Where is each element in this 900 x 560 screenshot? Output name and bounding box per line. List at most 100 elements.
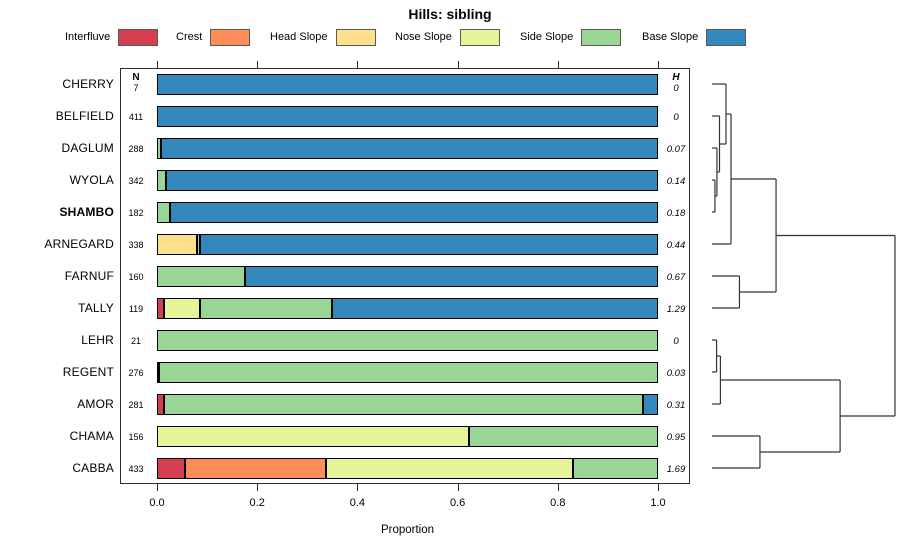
bar-segment-side-slope — [469, 425, 658, 447]
legend-swatch — [210, 28, 251, 46]
n-value: 160 — [128, 272, 144, 282]
x-axis-tick-top — [257, 61, 259, 68]
series-label-daglum: DAGLUM — [61, 141, 114, 155]
bar-daglum — [157, 137, 658, 159]
n-value: 338 — [128, 240, 144, 250]
bar-segment-side-slope — [197, 233, 201, 255]
chart-title: Hills: sibling — [408, 6, 492, 22]
bar-segment-nose-slope — [157, 425, 470, 447]
series-label-arnegard: ARNEGARD — [44, 237, 114, 251]
series-label-amor: AMOR — [77, 397, 114, 411]
bar-segment-side-slope — [159, 361, 658, 383]
h-value: 0.31 — [666, 400, 686, 411]
bar-segment-side-slope — [157, 201, 171, 223]
legend-item-base-slope: Base Slope — [642, 27, 747, 47]
n-value: 119 — [128, 304, 144, 314]
bar-segment-side-slope — [163, 393, 643, 415]
series-label-wyola: WYOLA — [69, 173, 114, 187]
bar-segment-base-slope — [161, 137, 658, 159]
legend-label: Nose Slope — [395, 31, 452, 43]
bar-segment-base-slope — [642, 393, 658, 415]
h-value: 1.69 — [666, 464, 686, 475]
legend-item-interfluve: Interfluve — [65, 27, 159, 47]
bar-segment-interfluve — [157, 457, 186, 479]
bar-segment-head-slope — [157, 233, 198, 255]
bar-segment-side-slope — [200, 297, 333, 319]
series-label-shambo: SHAMBO — [59, 205, 114, 219]
h-value: 0.14 — [666, 176, 686, 187]
n-value: 21 — [130, 336, 141, 346]
n-column-header: N — [132, 72, 140, 83]
series-label-cabba: CABBA — [72, 461, 114, 475]
x-axis-tick — [257, 484, 259, 491]
bar-segment-base-slope — [166, 169, 658, 191]
series-label-regent: REGENT — [62, 365, 114, 379]
bar-cabba — [157, 457, 658, 479]
bar-regent — [157, 361, 658, 383]
bar-segment-interfluve — [157, 393, 164, 415]
x-axis-tick-top — [658, 61, 659, 68]
x-axis-tick-label: 0.2 — [249, 497, 265, 509]
series-label-farnuf: FARNUF — [64, 269, 114, 283]
bar-segment-side-slope — [157, 329, 658, 351]
bar-segment-base-slope — [170, 201, 658, 223]
x-axis-tick-top — [157, 61, 158, 68]
x-axis-tick — [157, 484, 158, 491]
series-label-cherry: CHERRY — [62, 77, 114, 91]
x-axis-tick-top — [357, 61, 359, 68]
series-label-belfield: BELFIELD — [55, 109, 114, 123]
n-value: 156 — [128, 432, 144, 442]
n-value: 433 — [128, 464, 144, 474]
x-axis-tick — [457, 484, 459, 491]
h-value: 0.44 — [666, 240, 686, 251]
legend-swatch — [118, 28, 159, 46]
series-label-tally: TALLY — [78, 301, 114, 315]
x-axis-tick-label: 0.8 — [550, 497, 566, 509]
series-label-chama: CHAMA — [69, 429, 114, 443]
x-axis-tick — [557, 484, 559, 491]
legend-label: Crest — [176, 31, 203, 43]
n-value: 411 — [128, 112, 144, 122]
bar-belfield — [157, 105, 658, 127]
bar-lehr — [157, 329, 658, 351]
h-value: 1.29 — [666, 304, 686, 315]
h-value: 0 — [673, 336, 679, 347]
h-value: 0 — [673, 112, 679, 123]
n-value: 182 — [128, 208, 144, 218]
h-value: 0.67 — [666, 272, 686, 283]
plot-area — [120, 68, 690, 484]
bar-segment-base-slope — [200, 233, 658, 255]
n-value: 288 — [128, 144, 144, 154]
n-value: 342 — [128, 176, 144, 186]
legend-label: Interfluve — [65, 31, 111, 43]
h-value: 0.07 — [666, 144, 686, 155]
legend-swatch — [581, 28, 622, 46]
x-axis-tick-label: 0.4 — [349, 497, 366, 509]
bar-chama — [157, 425, 658, 447]
x-axis-tick-top — [457, 61, 459, 68]
bar-shambo — [157, 201, 658, 223]
h-value: 0.03 — [666, 368, 686, 379]
legend-label: Side Slope — [520, 31, 574, 43]
legend-label: Head Slope — [270, 31, 328, 43]
bar-wyola — [157, 169, 658, 191]
bar-segment-base-slope — [332, 297, 658, 319]
legend-item-nose-slope: Nose Slope — [395, 27, 500, 47]
legend-item-side-slope: Side Slope — [520, 27, 622, 47]
x-axis-tick-top — [557, 61, 559, 68]
h-column-header: H — [672, 72, 680, 83]
bar-segment-base-slope — [157, 73, 658, 95]
h-value: 0.18 — [666, 208, 686, 219]
x-axis-tick-label: 0.0 — [149, 497, 165, 509]
legend-label: Base Slope — [642, 31, 699, 43]
h-value: 0.95 — [666, 432, 686, 443]
bar-segment-crest — [185, 457, 326, 479]
x-axis-tick-label: 0.6 — [449, 497, 466, 509]
series-label-lehr: LEHR — [81, 333, 114, 347]
bar-segment-side-slope — [573, 457, 658, 479]
x-axis-tick-label: 1.0 — [650, 497, 666, 509]
